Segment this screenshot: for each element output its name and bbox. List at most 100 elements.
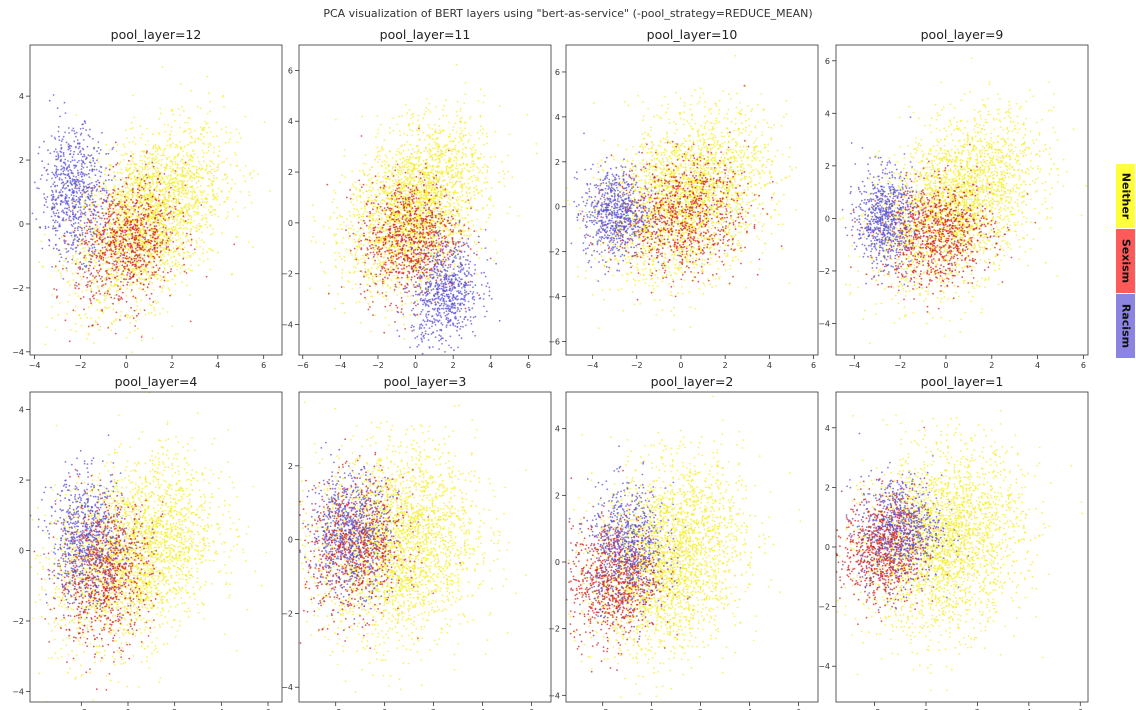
point bbox=[119, 235, 121, 238]
point bbox=[182, 242, 185, 244]
point bbox=[161, 188, 164, 191]
point bbox=[131, 227, 134, 230]
point bbox=[88, 220, 91, 222]
point bbox=[107, 223, 110, 226]
point bbox=[179, 212, 182, 215]
point bbox=[174, 172, 177, 175]
point bbox=[177, 198, 180, 201]
point bbox=[147, 283, 150, 285]
point bbox=[106, 246, 109, 249]
point bbox=[61, 138, 64, 141]
point bbox=[196, 246, 198, 248]
point bbox=[144, 213, 147, 216]
point bbox=[459, 176, 462, 179]
point bbox=[162, 154, 164, 157]
point bbox=[144, 211, 146, 214]
point bbox=[190, 191, 192, 193]
point bbox=[152, 288, 155, 291]
point bbox=[209, 144, 212, 147]
point bbox=[56, 151, 58, 153]
point bbox=[140, 248, 143, 251]
point bbox=[54, 214, 57, 217]
point bbox=[134, 271, 137, 274]
point bbox=[154, 232, 157, 234]
point bbox=[165, 218, 168, 220]
point bbox=[75, 261, 78, 264]
point bbox=[434, 261, 436, 263]
point bbox=[162, 276, 165, 278]
point bbox=[157, 277, 159, 280]
point bbox=[146, 150, 148, 153]
point bbox=[215, 177, 218, 179]
point bbox=[90, 187, 92, 190]
point bbox=[147, 214, 150, 217]
point bbox=[58, 173, 60, 176]
point bbox=[64, 162, 66, 165]
point bbox=[449, 195, 452, 197]
point bbox=[163, 229, 165, 232]
point bbox=[72, 279, 75, 281]
point bbox=[130, 150, 133, 153]
point bbox=[132, 94, 135, 97]
point bbox=[231, 178, 234, 181]
point bbox=[171, 232, 174, 235]
point bbox=[58, 223, 61, 226]
point bbox=[190, 130, 193, 133]
point bbox=[80, 324, 83, 327]
point bbox=[132, 191, 134, 194]
point bbox=[119, 240, 122, 243]
point bbox=[177, 222, 180, 225]
point bbox=[72, 309, 75, 312]
scatter-points bbox=[31, 66, 272, 354]
point bbox=[187, 128, 190, 131]
point bbox=[217, 166, 219, 169]
point bbox=[157, 233, 159, 236]
point bbox=[38, 261, 41, 264]
point bbox=[102, 294, 105, 297]
point bbox=[119, 201, 122, 203]
point bbox=[183, 221, 186, 224]
point bbox=[434, 242, 437, 245]
point bbox=[184, 203, 187, 206]
point bbox=[150, 192, 153, 195]
point bbox=[402, 254, 405, 257]
point bbox=[184, 220, 187, 223]
point bbox=[129, 167, 132, 169]
point bbox=[376, 156, 378, 159]
point bbox=[115, 193, 117, 196]
point bbox=[129, 240, 131, 243]
point bbox=[158, 172, 161, 175]
point bbox=[235, 201, 238, 204]
point bbox=[35, 218, 38, 221]
point bbox=[159, 183, 162, 185]
point bbox=[155, 155, 157, 158]
point bbox=[90, 205, 93, 208]
point bbox=[142, 220, 145, 223]
point bbox=[119, 264, 122, 267]
point bbox=[142, 150, 145, 153]
point bbox=[152, 147, 155, 150]
point bbox=[67, 170, 69, 172]
point bbox=[77, 174, 80, 177]
point bbox=[160, 246, 163, 249]
point bbox=[147, 256, 150, 258]
point bbox=[90, 290, 93, 293]
point bbox=[164, 239, 167, 242]
x-tick-label: 0 bbox=[124, 361, 129, 370]
point bbox=[94, 294, 97, 296]
point bbox=[106, 272, 108, 274]
point bbox=[418, 157, 421, 160]
point bbox=[91, 324, 93, 327]
point bbox=[149, 222, 152, 225]
point bbox=[170, 130, 173, 133]
point bbox=[83, 153, 85, 156]
point bbox=[93, 210, 96, 212]
point bbox=[81, 196, 84, 198]
point bbox=[172, 197, 175, 200]
point bbox=[57, 197, 59, 199]
point bbox=[177, 163, 179, 166]
point bbox=[143, 242, 146, 245]
point bbox=[75, 135, 77, 138]
point bbox=[132, 219, 134, 221]
point bbox=[103, 241, 105, 244]
